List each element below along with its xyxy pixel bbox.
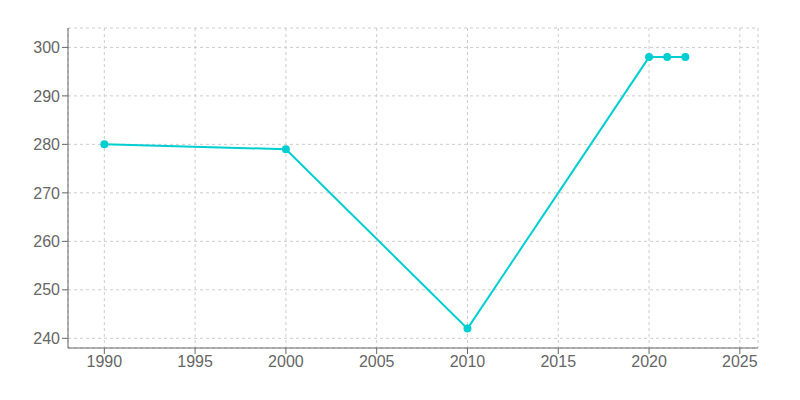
svg-text:2020: 2020	[631, 353, 667, 370]
svg-text:1995: 1995	[177, 353, 213, 370]
svg-text:260: 260	[33, 233, 60, 250]
svg-text:2010: 2010	[450, 353, 486, 370]
svg-text:1990: 1990	[87, 353, 123, 370]
svg-text:2025: 2025	[722, 353, 758, 370]
svg-text:280: 280	[33, 136, 60, 153]
svg-text:270: 270	[33, 185, 60, 202]
svg-text:290: 290	[33, 88, 60, 105]
svg-text:2005: 2005	[359, 353, 395, 370]
svg-text:2000: 2000	[268, 353, 304, 370]
svg-text:250: 250	[33, 281, 60, 298]
svg-text:2015: 2015	[540, 353, 576, 370]
svg-text:240: 240	[33, 330, 60, 347]
svg-text:300: 300	[33, 39, 60, 56]
